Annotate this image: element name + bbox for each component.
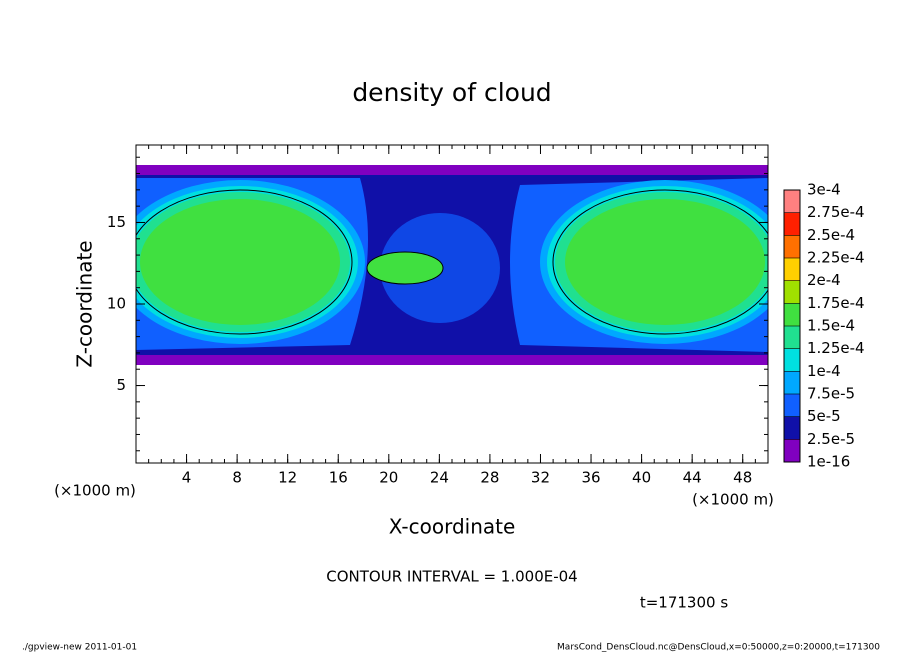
colorbar-band [784, 303, 800, 326]
colorbar-label: 2.25e-4 [807, 249, 865, 267]
y-tick-label: 10 [107, 295, 126, 313]
x-tick-label: 48 [733, 469, 752, 487]
field-band [140, 199, 340, 325]
contour-line [552, 189, 768, 335]
time-label: t=171300 s [640, 594, 728, 612]
colorbar-label: 2.75e-4 [807, 203, 865, 221]
colorbar-band [784, 212, 800, 236]
colorbar-label: 1.5e-4 [807, 317, 855, 335]
colorbar-band [784, 416, 800, 440]
colorbar-label: 2.5e-5 [807, 430, 855, 448]
footer-left: ./gpview-new 2011-01-01 [22, 643, 137, 653]
colorbar-band [784, 439, 800, 462]
y-unit: (×1000 m) [54, 482, 136, 500]
colorbar-band [784, 394, 800, 417]
field-band [367, 252, 443, 284]
colorbar-band [784, 371, 800, 394]
y-axis-label: Z-coordinate [73, 240, 97, 367]
x-tick-label: 40 [632, 469, 651, 487]
y-tick-label: 15 [107, 213, 126, 231]
colorbar-label: 2e-4 [807, 271, 841, 289]
colorbar-band [784, 190, 800, 213]
colorbar-band [784, 258, 800, 281]
field [136, 165, 768, 365]
field-band [565, 199, 765, 325]
x-tick-label: 24 [430, 469, 449, 487]
x-tick-label: 12 [278, 469, 297, 487]
x-unit: (×1000 m) [692, 491, 774, 509]
x-tick-label: 44 [683, 469, 702, 487]
x-tick-label: 20 [379, 469, 398, 487]
x-tick-label: 32 [531, 469, 550, 487]
colorbar-band [784, 348, 800, 372]
x-axis-label: X-coordinate [389, 515, 516, 539]
colorbar-label: 7.5e-5 [807, 385, 855, 403]
colorbar-label: 2.5e-4 [807, 226, 855, 244]
chart-title: density of cloud [352, 78, 551, 107]
x-tick-label: 28 [480, 469, 499, 487]
x-tick-label: 16 [329, 469, 348, 487]
colorbar-label: 1e-4 [807, 362, 841, 380]
colorbar-band [784, 280, 800, 304]
x-tick-label: 4 [182, 469, 192, 487]
y-tick-label: 5 [116, 376, 126, 394]
contour-line [136, 189, 353, 335]
contour-line [366, 251, 444, 285]
colorbar-band [784, 326, 800, 349]
colorbar-label: 3e-4 [807, 181, 841, 199]
contour-interval: CONTOUR INTERVAL = 1.000E-04 [326, 568, 577, 586]
colorbar-label: 1e-16 [807, 453, 850, 471]
footer-right: MarsCond_DensCloud.nc@DensCloud,x=0:5000… [557, 643, 880, 653]
colorbar-label: 5e-5 [807, 407, 841, 425]
colorbar-label: 1.75e-4 [807, 294, 865, 312]
x-tick-label: 8 [232, 469, 242, 487]
colorbar-label: 1.25e-4 [807, 339, 865, 357]
x-tick-label: 36 [581, 469, 600, 487]
colorbar-band [784, 235, 800, 258]
